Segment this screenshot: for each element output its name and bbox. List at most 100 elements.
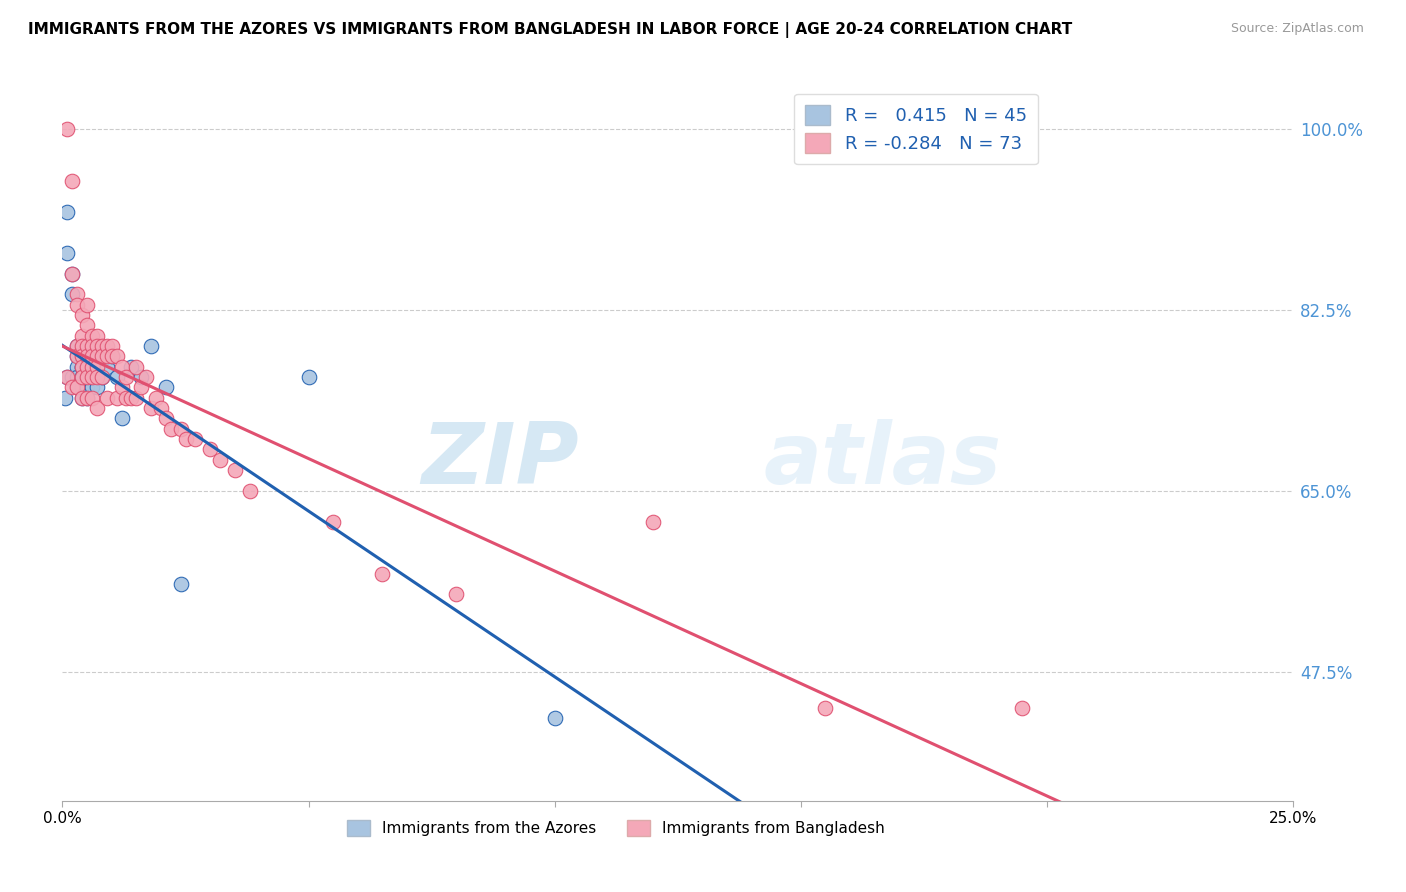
Point [70,328,93,343]
Point [76,391,98,405]
Point [100,350,122,364]
Point [70,370,93,384]
Point [115,370,138,384]
Point [110,359,132,374]
Point [56,370,79,384]
Point [135,370,157,384]
Point [66,339,89,353]
Point [80,370,103,384]
Point [86,328,108,343]
Point [80,370,103,384]
Point [66,359,89,374]
Point [66,298,89,312]
Point [90,370,112,384]
Point [60,370,83,384]
Point [100,339,122,353]
Point [70,370,93,384]
Point [66,339,89,353]
Point [66,370,89,384]
Point [70,350,93,364]
Point [90,339,112,353]
Point [86,350,108,364]
Point [105,350,128,364]
Point [76,350,98,364]
Point [80,359,103,374]
Point [60,267,83,281]
Point [100,350,122,364]
Point [814,701,837,715]
Point [66,350,89,364]
Point [66,380,89,394]
Point [544,711,567,725]
Point [120,359,142,374]
Point [70,391,93,405]
Point [66,287,89,301]
Text: ZIP: ZIP [422,419,579,502]
Point [80,350,103,364]
Point [76,370,98,384]
Point [115,391,138,405]
Point [66,350,89,364]
Point [70,359,93,374]
Point [80,391,103,405]
Point [76,359,98,374]
Point [70,350,93,364]
Point [149,401,172,416]
Point [76,380,98,394]
Point [169,577,191,591]
Point [125,391,148,405]
Point [145,391,167,405]
Point [90,350,112,364]
Point [80,328,103,343]
Point [105,391,128,405]
Point [90,350,112,364]
Point [86,350,108,364]
Point [66,380,89,394]
Point [60,174,83,188]
Point [208,453,231,467]
Point [129,380,152,394]
Point [70,370,93,384]
Point [139,339,162,353]
Point [56,246,79,260]
Point [76,359,98,374]
Point [70,380,93,394]
Point [96,359,118,374]
Point [105,370,128,384]
Point [159,422,181,436]
Point [53,391,76,405]
Point [169,422,191,436]
Point [238,483,260,498]
Point [56,204,79,219]
Point [110,411,132,425]
Legend: Immigrants from the Azores, Immigrants from Bangladesh: Immigrants from the Azores, Immigrants f… [340,813,893,844]
Point [110,380,132,394]
Point [70,391,93,405]
Point [60,380,83,394]
Point [76,339,98,353]
Point [444,587,467,601]
Point [76,391,98,405]
Text: Source: ZipAtlas.com: Source: ZipAtlas.com [1230,22,1364,36]
Point [56,370,79,384]
Point [76,350,98,364]
Point [80,359,103,374]
Point [76,359,98,374]
Point [371,566,394,581]
Text: IMMIGRANTS FROM THE AZORES VS IMMIGRANTS FROM BANGLADESH IN LABOR FORCE | AGE 20: IMMIGRANTS FROM THE AZORES VS IMMIGRANTS… [28,22,1073,38]
Point [297,370,319,384]
Point [76,298,98,312]
Point [60,287,83,301]
Point [70,359,93,374]
Point [90,370,112,384]
Point [125,359,148,374]
Point [86,339,108,353]
Point [155,411,177,425]
Point [76,370,98,384]
Point [155,380,177,394]
Point [70,359,93,374]
Point [80,339,103,353]
Point [86,380,108,394]
Point [96,350,118,364]
Point [96,339,118,353]
